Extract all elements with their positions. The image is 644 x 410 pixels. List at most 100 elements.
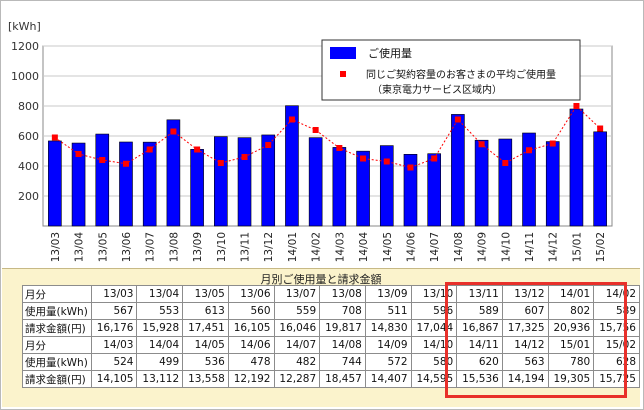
table-cell: 580 [410, 353, 458, 371]
table-cell: 14/06 [227, 336, 275, 354]
table-cell: 560 [227, 302, 275, 320]
average-line [54, 105, 601, 169]
average-point [407, 164, 414, 171]
table-cell: 14,830 [364, 319, 412, 337]
usage-bar [545, 141, 560, 227]
x-tick-label: 14/08 [453, 232, 465, 262]
table-cell: 607 [501, 302, 549, 320]
table-cell: 15/02 [593, 336, 640, 354]
table-cell: 802 [547, 302, 595, 320]
x-tick-label: 14/06 [405, 232, 417, 263]
table-cell: 559 [273, 302, 321, 320]
table-cell: 628 [593, 353, 640, 371]
table-cell: 596 [410, 302, 458, 320]
y-tick-label: 400 [18, 160, 39, 173]
table-cell: 19,817 [319, 319, 366, 337]
table-cell: 14,595 [410, 370, 458, 388]
usage-bar [356, 150, 370, 227]
usage-bar [498, 138, 513, 227]
average-point [241, 154, 248, 160]
table-cell: 13/04 [136, 285, 184, 303]
table-cell: 708 [319, 302, 366, 320]
billing-table-title: 月別ご使用量と請求金額 [260, 273, 382, 286]
table-cell: 13/05 [182, 285, 229, 303]
y-tick-label: 800 [18, 100, 39, 113]
usage-row: 使用量(kWh) 524 499 536 478 482 744 572 580 620 563 78… [22, 353, 640, 371]
table-cell: 780 [547, 353, 595, 371]
average-point [217, 160, 224, 166]
average-point [288, 116, 295, 123]
x-tick-label: 14/09 [477, 232, 489, 262]
table-cell: 16,105 [227, 319, 275, 337]
legend-average-sublabel: （東京電力サービス区域内） [372, 83, 502, 96]
table-cell: 536 [182, 353, 229, 371]
table-cell: 482 [273, 353, 321, 371]
table-cell: 14/03 [90, 336, 138, 354]
average-point [597, 125, 604, 132]
table-cell: 16,046 [273, 319, 321, 337]
x-tick-label: 14/04 [358, 232, 370, 263]
table-cell: 14/02 [593, 285, 640, 303]
table-cell: 13/06 [227, 285, 275, 303]
table-cell: 13,558 [182, 370, 229, 388]
table-cell: 15,756 [593, 319, 640, 337]
usage-bar [166, 119, 181, 227]
table-cell: 14,194 [501, 370, 549, 388]
table-cell: 14/10 [410, 336, 458, 354]
x-tick-label: 13/07 [145, 232, 157, 262]
average-point [75, 151, 82, 157]
table-cell: 14/12 [501, 336, 549, 354]
usage-bar [119, 141, 133, 227]
average-point [265, 142, 272, 148]
table-cell: 13/09 [364, 285, 412, 303]
y-tick-label: 1000 [11, 70, 39, 83]
x-tick-label: 15/02 [595, 232, 607, 262]
usage-bar [261, 134, 276, 227]
table-cell: 20,936 [547, 319, 595, 337]
table-cell: 13/07 [273, 285, 321, 303]
table-cell: 17,451 [182, 319, 229, 337]
table-cell: 589 [593, 302, 640, 320]
table-cell: 13,112 [136, 370, 184, 388]
x-tick-label: 13/03 [50, 232, 62, 262]
average-point [526, 147, 533, 154]
usage-row: 使用量(kWh) 567 553 613 560 559 708 511 596 589 607 80… [22, 302, 640, 320]
x-tick-label: 13/05 [97, 232, 109, 262]
row-label: 請求金額(円) [22, 370, 92, 388]
average-point [360, 155, 367, 162]
usage-bar [71, 142, 86, 227]
table-cell: 17,044 [410, 319, 458, 337]
table-cell: 13/08 [319, 285, 366, 303]
x-tick-label: 14/01 [287, 232, 299, 262]
table-cell: 499 [136, 353, 184, 371]
usage-bar [474, 139, 489, 227]
amount-row: 請求金額(円) 14,105 13,112 13,558 12,192 12,287 18,… [22, 370, 640, 388]
x-tick-label: 13/10 [216, 232, 228, 262]
usage-bar [285, 105, 299, 227]
average-point [502, 160, 509, 166]
table-cell: 12,192 [227, 370, 275, 388]
table-cell: 620 [456, 353, 503, 371]
table-cell: 18,457 [319, 370, 366, 388]
table-cell: 19,305 [547, 370, 595, 388]
table-cell: 589 [456, 302, 503, 320]
average-point [431, 155, 438, 162]
row-label: 使用量(kWh) [22, 353, 92, 371]
table-cell: 524 [90, 353, 138, 371]
row-label: 請求金額(円) [22, 319, 92, 337]
table-cell: 12,287 [273, 370, 321, 388]
usage-bar [569, 108, 584, 227]
average-point [194, 146, 201, 153]
table-cell: 14/04 [136, 336, 184, 354]
usage-bar [522, 132, 536, 227]
table-cell: 15,725 [593, 370, 640, 388]
usage-bar [95, 133, 110, 227]
usage-bar [379, 145, 394, 227]
table-cell: 17,325 [501, 319, 549, 337]
usage-bar [308, 137, 323, 227]
table-cell: 613 [182, 302, 229, 320]
average-point [383, 158, 390, 165]
x-tick-label: 14/10 [500, 232, 512, 262]
table-cell: 15,536 [456, 370, 503, 388]
table-cell: 744 [319, 353, 366, 371]
